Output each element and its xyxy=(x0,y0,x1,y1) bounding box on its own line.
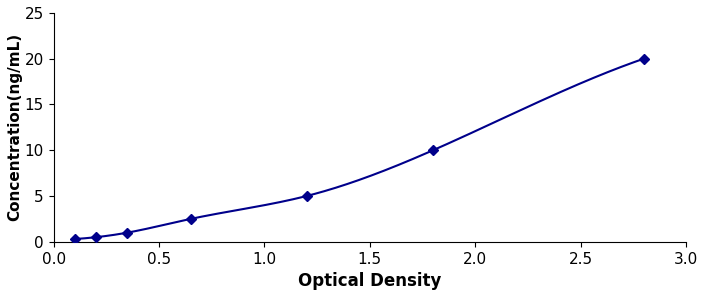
Y-axis label: Concentration(ng/mL): Concentration(ng/mL) xyxy=(7,33,22,222)
X-axis label: Optical Density: Optical Density xyxy=(298,272,441,290)
